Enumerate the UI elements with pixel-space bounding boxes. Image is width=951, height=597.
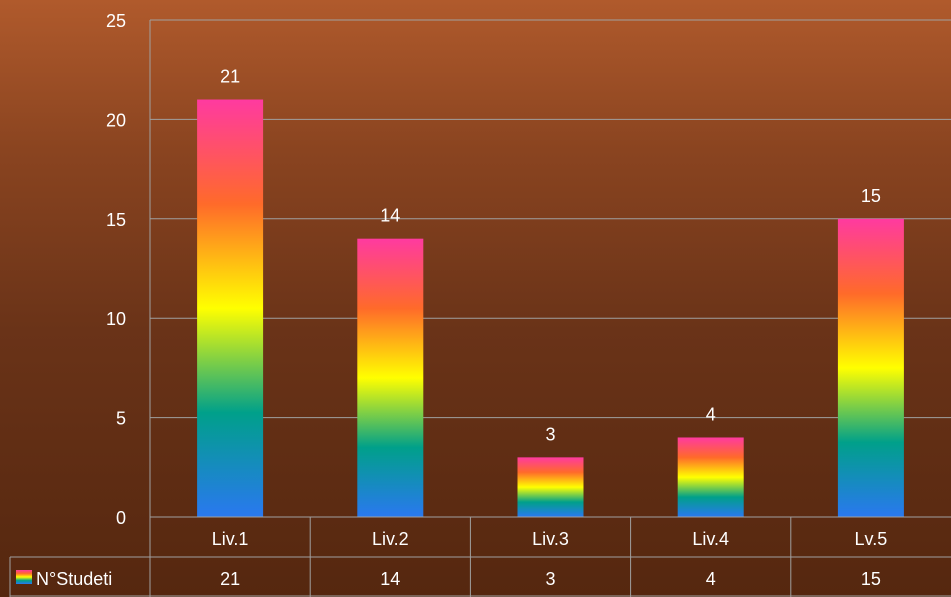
table-value: 3 [545,569,555,589]
data-label: 21 [220,67,240,87]
data-labels: 21 14 3 4 15 [220,67,881,445]
data-table: Liv.1 21 Liv.2 14 Liv.3 3 Liv.4 4 Lv.5 15 N°Studet… [9,516,951,597]
table-value: 4 [706,569,716,589]
y-tick-label: 15 [106,210,126,230]
y-tick-label: 5 [116,409,126,429]
table-value: 14 [380,569,400,589]
table-value: 21 [220,569,240,589]
data-label: 3 [545,424,555,444]
bar [677,437,744,517]
y-axis-ticks: 0 5 10 15 20 25 [106,11,126,528]
bar [197,99,264,518]
data-label: 4 [706,404,716,424]
data-label: 15 [861,186,881,206]
y-tick-label: 20 [106,110,126,130]
bar [357,238,424,517]
x-tick-label: Liv.1 [212,529,249,549]
legend-swatch [16,570,32,584]
gridlines [149,19,951,597]
x-tick-label: Lv.5 [855,529,888,549]
y-tick-label: 25 [106,11,126,31]
y-tick-label: 10 [106,309,126,329]
data-label: 14 [380,206,400,226]
table-value: 15 [861,569,881,589]
x-tick-label: Liv.4 [692,529,729,549]
bars [197,99,904,518]
legend-series-name: N°Studeti [36,569,112,589]
x-tick-label: Liv.3 [532,529,569,549]
x-tick-label: Liv.2 [372,529,409,549]
bar [517,457,584,517]
bar [837,218,904,518]
y-tick-label: 0 [116,508,126,528]
